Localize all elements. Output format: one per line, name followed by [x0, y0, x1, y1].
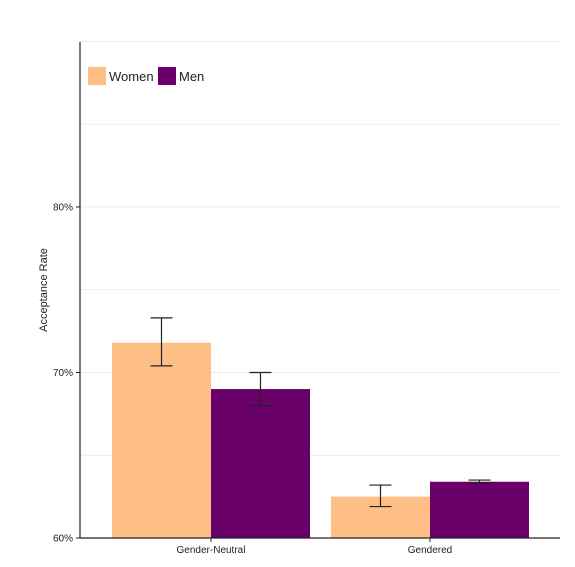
x-tick-label: Gendered	[408, 545, 452, 556]
legend-swatch-men	[158, 67, 176, 85]
y-ticks: 60% 70% 80%	[53, 203, 80, 545]
legend: Women Men	[88, 67, 204, 85]
bars	[112, 342, 529, 538]
bar-men	[211, 389, 310, 538]
y-tick-label: 60%	[53, 534, 73, 545]
legend-label-women: Women	[109, 69, 154, 84]
x-tick-label: Gender-Neutral	[177, 545, 246, 556]
y-tick-label: 80%	[53, 203, 73, 214]
bar-men	[430, 481, 529, 538]
error-bars	[150, 317, 491, 508]
legend-swatch-women	[88, 67, 106, 85]
bar-women	[112, 342, 211, 538]
y-axis-title: Acceptance Rate	[38, 248, 50, 332]
axes	[79, 42, 560, 539]
x-ticks: Gender-Neutral Gendered	[177, 538, 452, 556]
legend-label-men: Men	[179, 69, 204, 84]
y-tick-label: 70%	[53, 368, 73, 379]
